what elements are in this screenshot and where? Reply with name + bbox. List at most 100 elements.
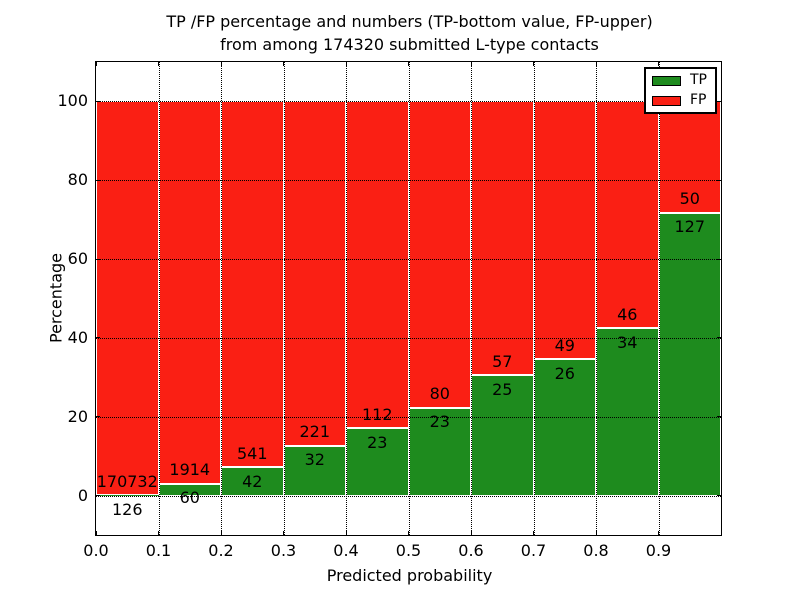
legend: TP FP — [644, 67, 717, 114]
tp-bar-segment — [283, 445, 346, 496]
x-axis-label: Predicted probability — [326, 566, 493, 585]
y-tick-mark — [96, 258, 100, 260]
x-tick-label: 0.2 — [208, 541, 234, 560]
x-tick-mark — [345, 531, 347, 535]
y-tick-label: 40 — [67, 327, 88, 347]
y-tick-mark — [717, 337, 721, 339]
x-gridline — [596, 62, 597, 535]
tp-bar-segment — [658, 212, 721, 496]
chart-title-line1: TP /FP percentage and numbers (TP-bottom… — [166, 12, 653, 31]
tp-bar-segment — [533, 358, 596, 496]
tp-count-label: 23 — [367, 433, 388, 452]
x-tick-mark — [95, 531, 97, 535]
y-tick-mark — [96, 337, 100, 339]
x-tick-mark — [408, 62, 409, 66]
x-tick-mark — [408, 531, 409, 535]
tp-count-label: 60 — [179, 488, 200, 508]
fp-bar-segment — [533, 101, 596, 359]
fp-bar-segment — [158, 101, 221, 484]
x-gridline — [471, 62, 472, 535]
legend-item-fp: FP — [652, 93, 707, 108]
x-gridline — [346, 62, 347, 535]
x-tick-label: 0.4 — [333, 541, 359, 560]
fp-bar-segment — [408, 101, 471, 408]
x-tick-label: 0.3 — [270, 541, 297, 560]
fp-bar-segment — [596, 101, 659, 329]
fp-count-label: 1914 — [169, 460, 211, 480]
tp-count-label: 127 — [674, 217, 706, 237]
y-tick-mark — [96, 495, 100, 497]
fp-bar-segment — [221, 101, 284, 468]
x-tick-mark — [345, 62, 347, 66]
x-tick-mark — [595, 62, 597, 66]
x-gridline — [408, 62, 410, 535]
x-tick-label: 0.6 — [458, 541, 484, 560]
x-gridline — [658, 62, 660, 535]
x-tick-label: 0.0 — [83, 541, 109, 560]
y-tick-label: 0 — [77, 485, 88, 505]
x-gridline — [221, 62, 222, 535]
x-tick-mark — [220, 62, 222, 66]
fp-count-label: 112 — [361, 405, 393, 425]
tp-count-label: 23 — [429, 412, 450, 432]
fp-legend-label: FP — [690, 92, 707, 108]
x-tick-label: 0.9 — [645, 541, 672, 560]
x-tick-label: 0.1 — [145, 541, 172, 560]
tp-bar-segment — [471, 375, 534, 496]
y-tick-mark — [96, 100, 100, 102]
fp-legend-swatch — [652, 95, 681, 106]
x-tick-mark — [658, 62, 659, 66]
x-tick-mark — [283, 531, 284, 535]
x-tick-mark — [470, 531, 472, 535]
fp-count-label: 49 — [554, 335, 575, 355]
y-tick-mark — [717, 179, 721, 181]
y-tick-label: 100 — [57, 91, 88, 111]
x-tick-label: 0.7 — [520, 541, 547, 560]
fp-bar-segment — [471, 101, 534, 376]
x-tick-mark — [533, 62, 534, 66]
chart-title: TP /FP percentage and numbers (TP-bottom… — [96, 10, 723, 56]
x-tick-mark — [658, 531, 659, 535]
fp-count-label: 221 — [299, 422, 331, 442]
y-tick-label: 80 — [67, 170, 88, 190]
y-tick-mark — [717, 100, 721, 102]
fp-bar-segment — [283, 101, 346, 446]
y-tick-mark — [96, 416, 100, 418]
x-tick-mark — [533, 531, 534, 535]
x-gridline — [283, 62, 285, 535]
tp-count-label: 34 — [617, 332, 638, 352]
tp-count-label: 42 — [242, 471, 263, 491]
x-tick-mark — [595, 531, 597, 535]
fp-count-label: 80 — [429, 384, 450, 404]
x-tick-label: 0.5 — [395, 541, 422, 560]
fp-count-label: 46 — [617, 304, 638, 324]
fp-count-label: 541 — [236, 443, 268, 463]
x-tick-label: 0.8 — [583, 541, 609, 560]
legend-item-tp: TP — [652, 73, 707, 88]
y-tick-mark — [96, 179, 100, 181]
chart-title-line2: from among 174320 submitted L-type conta… — [220, 35, 599, 54]
tp-bar-segment — [596, 328, 659, 496]
y-tick-mark — [717, 416, 721, 418]
fp-count-label: 50 — [679, 189, 700, 209]
tp-legend-label: TP — [690, 72, 707, 88]
fp-count-label: 57 — [492, 352, 513, 371]
x-tick-mark — [158, 62, 159, 66]
x-tick-mark — [220, 531, 222, 535]
x-tick-mark — [158, 531, 159, 535]
fp-bar-segment — [96, 101, 159, 496]
tp-count-label: 26 — [554, 363, 575, 383]
y-tick-label: 60 — [67, 249, 88, 269]
tp-count-label: 25 — [492, 379, 513, 399]
plot-area: TP FP 170732 126 1914 60 541 42 221 32 112 23 80 23… — [95, 61, 722, 536]
y-tick-mark — [717, 258, 721, 260]
x-gridline — [158, 62, 160, 535]
tp-legend-swatch — [652, 75, 681, 86]
x-tick-mark — [470, 62, 472, 66]
fp-bar-segment — [346, 101, 409, 429]
fp-count-label: 170732 — [96, 471, 158, 491]
x-tick-mark — [283, 62, 284, 66]
tp-count-label: 126 — [111, 499, 143, 519]
tp-count-label: 32 — [304, 450, 325, 470]
